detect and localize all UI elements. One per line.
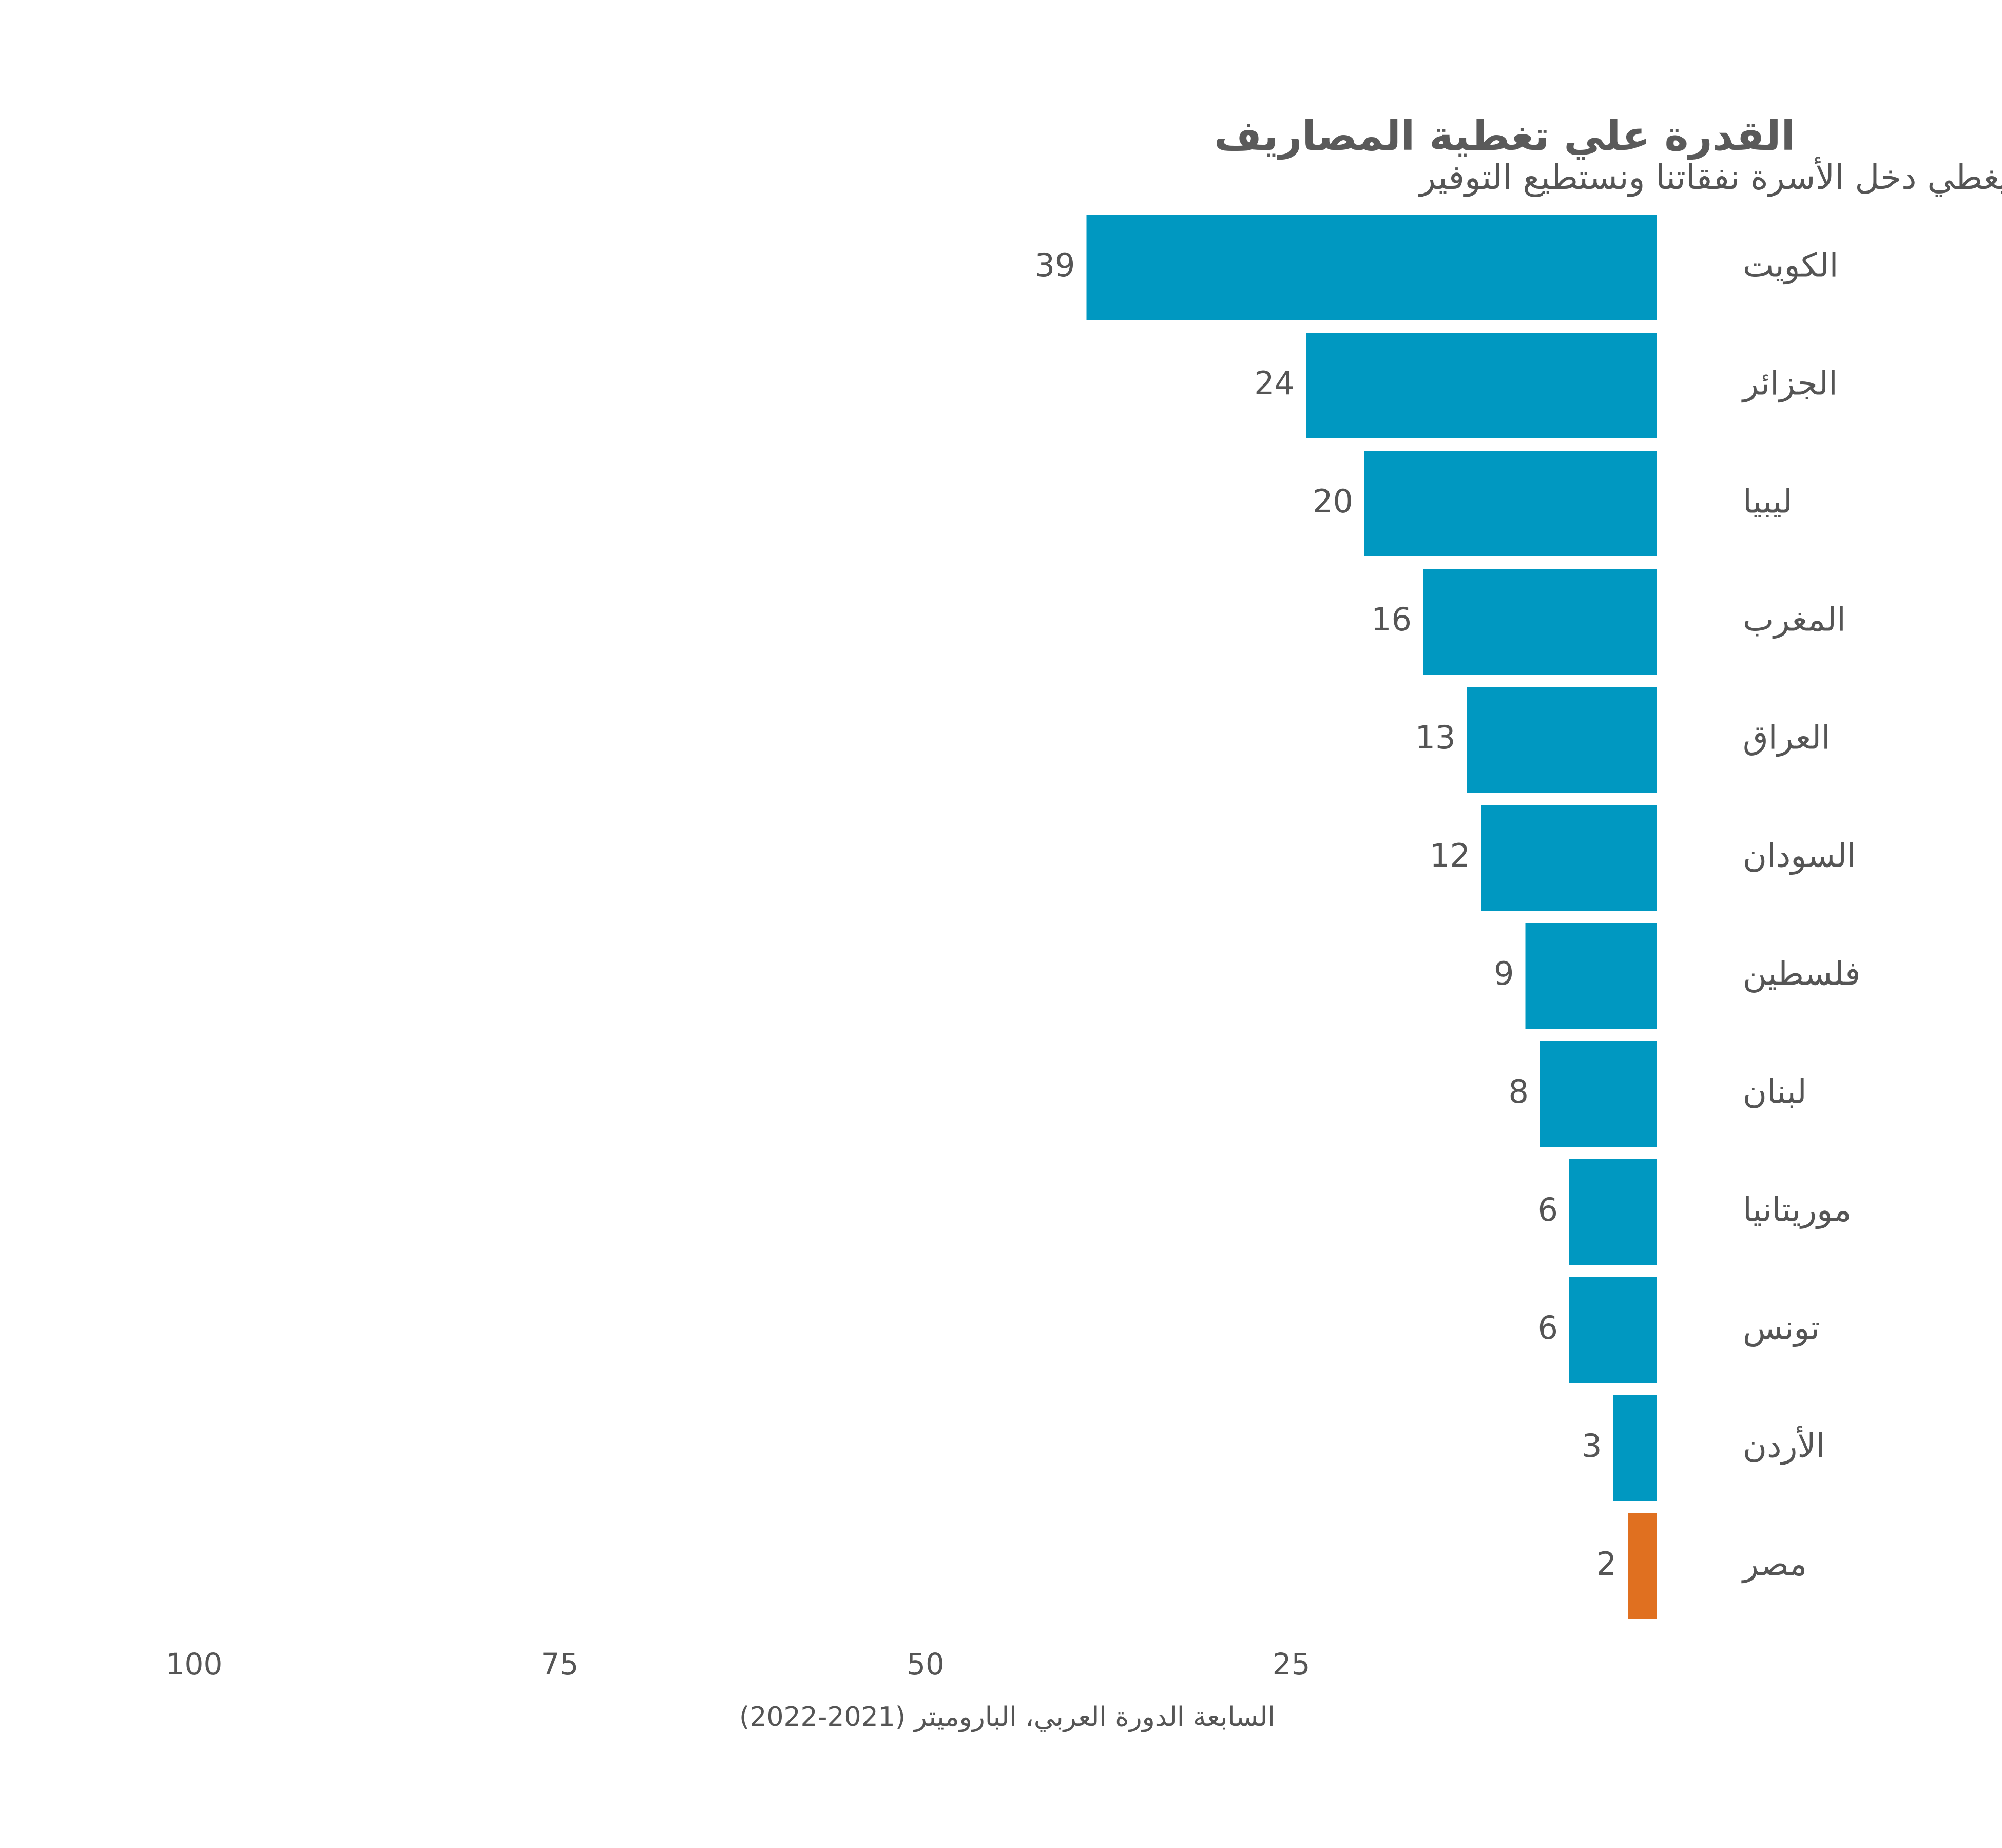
category-label: الكويت	[1743, 247, 1838, 285]
category-label: مصر	[1741, 1546, 1807, 1584]
category-label: السودان	[1743, 837, 1856, 875]
bar-value-label: 6	[1538, 1309, 1558, 1346]
bar-value-label: 39	[1035, 246, 1075, 284]
category-labels: الكويت الجزائر ليبيا المغرب العراق السودان فلس…	[1741, 247, 1860, 1584]
chart-subtitle: % من يقولون يغطي دخل الأسرة نفقاتنا ونست…	[1418, 156, 2002, 197]
x-tick-label: 75	[541, 1647, 579, 1682]
bar	[1306, 333, 1657, 438]
category-label: موريتانيا	[1743, 1191, 1852, 1229]
bar	[1086, 215, 1657, 320]
bar	[1569, 1277, 1657, 1383]
bar-value-label: 8	[1509, 1073, 1529, 1110]
bar-value-label: 6	[1538, 1191, 1558, 1228]
bar	[1540, 1041, 1657, 1147]
category-label: لبنان	[1743, 1073, 1807, 1111]
x-axis-ticks: 100 75 50 25	[166, 1647, 1311, 1682]
bar-value-label: 13	[1415, 719, 1456, 756]
category-label: ليبيا	[1743, 483, 1793, 521]
bar	[1613, 1395, 1657, 1501]
category-label: الأردن	[1743, 1426, 1825, 1466]
bar-value-label: 9	[1494, 955, 1514, 992]
category-label: العراق	[1743, 719, 1831, 757]
x-tick-label: 100	[166, 1647, 223, 1682]
bar	[1423, 569, 1657, 675]
bar	[1467, 687, 1657, 793]
bar	[1628, 1513, 1657, 1619]
x-tick-label: 50	[907, 1647, 945, 1682]
bar-value-label: 12	[1430, 837, 1470, 874]
x-tick-label: 25	[1273, 1647, 1311, 1682]
bar	[1364, 451, 1657, 556]
bar-value-label: 24	[1254, 364, 1295, 402]
source-note: السابعة الدورة العربي، الباروميتر (2021-…	[739, 1702, 1275, 1732]
category-label: الجزائر	[1741, 365, 1838, 403]
bars-group	[1086, 215, 1657, 1619]
bar-value-label: 2	[1596, 1545, 1616, 1583]
bar-value-label: 3	[1582, 1427, 1602, 1465]
value-labels: 39 24 20 16 13 12 9 8 6 6 3 2	[1035, 246, 1616, 1583]
category-label: فلسطين	[1743, 955, 1860, 993]
bar	[1525, 923, 1657, 1029]
bar	[1569, 1159, 1657, 1265]
category-label: المغرب	[1743, 601, 1846, 639]
bar-value-label: 16	[1371, 601, 1412, 638]
bar-value-label: 20	[1313, 483, 1353, 520]
chart-title: القدرة علي تغطية المصاريف	[1214, 112, 1795, 160]
bar	[1481, 805, 1657, 911]
category-label: تونس	[1743, 1310, 1820, 1348]
